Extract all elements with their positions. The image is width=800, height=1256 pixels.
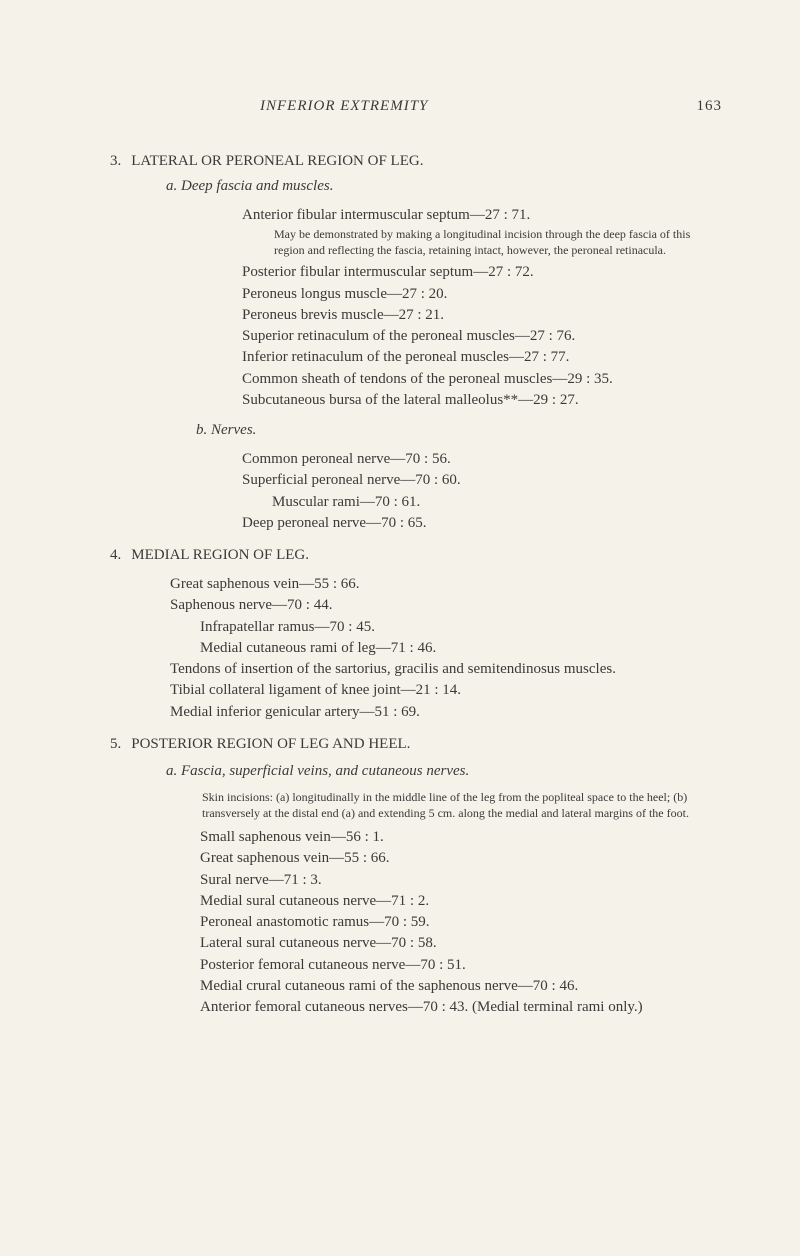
section-5-num: 5. bbox=[110, 736, 121, 753]
entry: Medial sural cutaneous nerve—71 : 2. bbox=[218, 891, 722, 911]
entry: Peroneus longus muscle—27 : 20. bbox=[260, 284, 722, 304]
entry: Common sheath of tendons of the peroneal… bbox=[260, 369, 722, 389]
entry: Great saphenous vein—55 : 66. bbox=[188, 574, 722, 594]
section-3-num: 3. bbox=[110, 153, 121, 170]
entry: Common peroneal nerve—70 : 56. bbox=[260, 449, 722, 469]
entry: Inferior retinaculum of the peroneal mus… bbox=[260, 347, 722, 367]
entry: Medial crural cutaneous rami of the saph… bbox=[218, 976, 722, 996]
entry: Peroneal anastomotic ramus—70 : 59. bbox=[218, 912, 722, 932]
section-4-num: 4. bbox=[110, 547, 121, 564]
section-3-heading: 3. LATERAL OR PERONEAL REGION OF LEG. bbox=[110, 153, 722, 170]
page: INFERIOR EXTREMITY 163 3. LATERAL OR PER… bbox=[0, 0, 800, 1058]
entry: Posterior femoral cutaneous nerve—70 : 5… bbox=[218, 955, 722, 975]
entry: Saphenous nerve—70 : 44. bbox=[188, 595, 722, 615]
entry: Superficial peroneal nerve—70 : 60. bbox=[260, 470, 722, 490]
entry: Anterior femoral cutaneous nerves—70 : 4… bbox=[218, 997, 722, 1017]
entry: Subcutaneous bursa of the lateral malleo… bbox=[260, 390, 722, 410]
section-5-heading: 5. POSTERIOR REGION OF LEG AND HEEL. bbox=[110, 736, 722, 753]
section-3a-heading: a. Deep fascia and muscles. bbox=[166, 178, 722, 195]
entry: Sural nerve—71 : 3. bbox=[218, 870, 722, 890]
section-5a-heading: a. Fascia, superficial veins, and cutane… bbox=[166, 763, 722, 780]
entry: Anterior fibular intermuscular septum—27… bbox=[260, 205, 722, 225]
entry: Tendons of insertion of the sartorius, g… bbox=[188, 659, 722, 679]
section-4-title: MEDIAL REGION OF LEG. bbox=[131, 547, 309, 564]
entry: Posterior fibular intermuscular septum—2… bbox=[260, 262, 722, 282]
note: May be demonstrated by making a longitud… bbox=[274, 227, 722, 258]
running-head: INFERIOR EXTREMITY 163 bbox=[110, 98, 722, 115]
page-number: 163 bbox=[697, 98, 723, 115]
section-3b-heading: b. Nerves. bbox=[196, 422, 722, 439]
note: Skin incisions: (a) longitudinally in th… bbox=[202, 790, 722, 821]
entry-sub: Medial cutaneous rami of leg—71 : 46. bbox=[218, 638, 722, 658]
entry-sub: Infrapatellar ramus—70 : 45. bbox=[218, 617, 722, 637]
section-4-heading: 4. MEDIAL REGION OF LEG. bbox=[110, 547, 722, 564]
entry-sub: Muscular rami—70 : 61. bbox=[290, 492, 722, 512]
entry: Tibial collateral ligament of knee joint… bbox=[188, 680, 722, 700]
entry: Great saphenous vein—55 : 66. bbox=[218, 848, 722, 868]
entry: Medial inferior genicular artery—51 : 69… bbox=[188, 702, 722, 722]
running-title: INFERIOR EXTREMITY bbox=[260, 98, 428, 115]
section-5-title: POSTERIOR REGION OF LEG AND HEEL. bbox=[131, 736, 410, 753]
entry: Small saphenous vein—56 : 1. bbox=[218, 827, 722, 847]
entry: Peroneus brevis muscle—27 : 21. bbox=[260, 305, 722, 325]
entry: Superior retinaculum of the peroneal mus… bbox=[260, 326, 722, 346]
entry: Lateral sural cutaneous nerve—70 : 58. bbox=[218, 933, 722, 953]
entry: Deep peroneal nerve—70 : 65. bbox=[260, 513, 722, 533]
section-3-title: LATERAL OR PERONEAL REGION OF LEG. bbox=[131, 153, 423, 170]
